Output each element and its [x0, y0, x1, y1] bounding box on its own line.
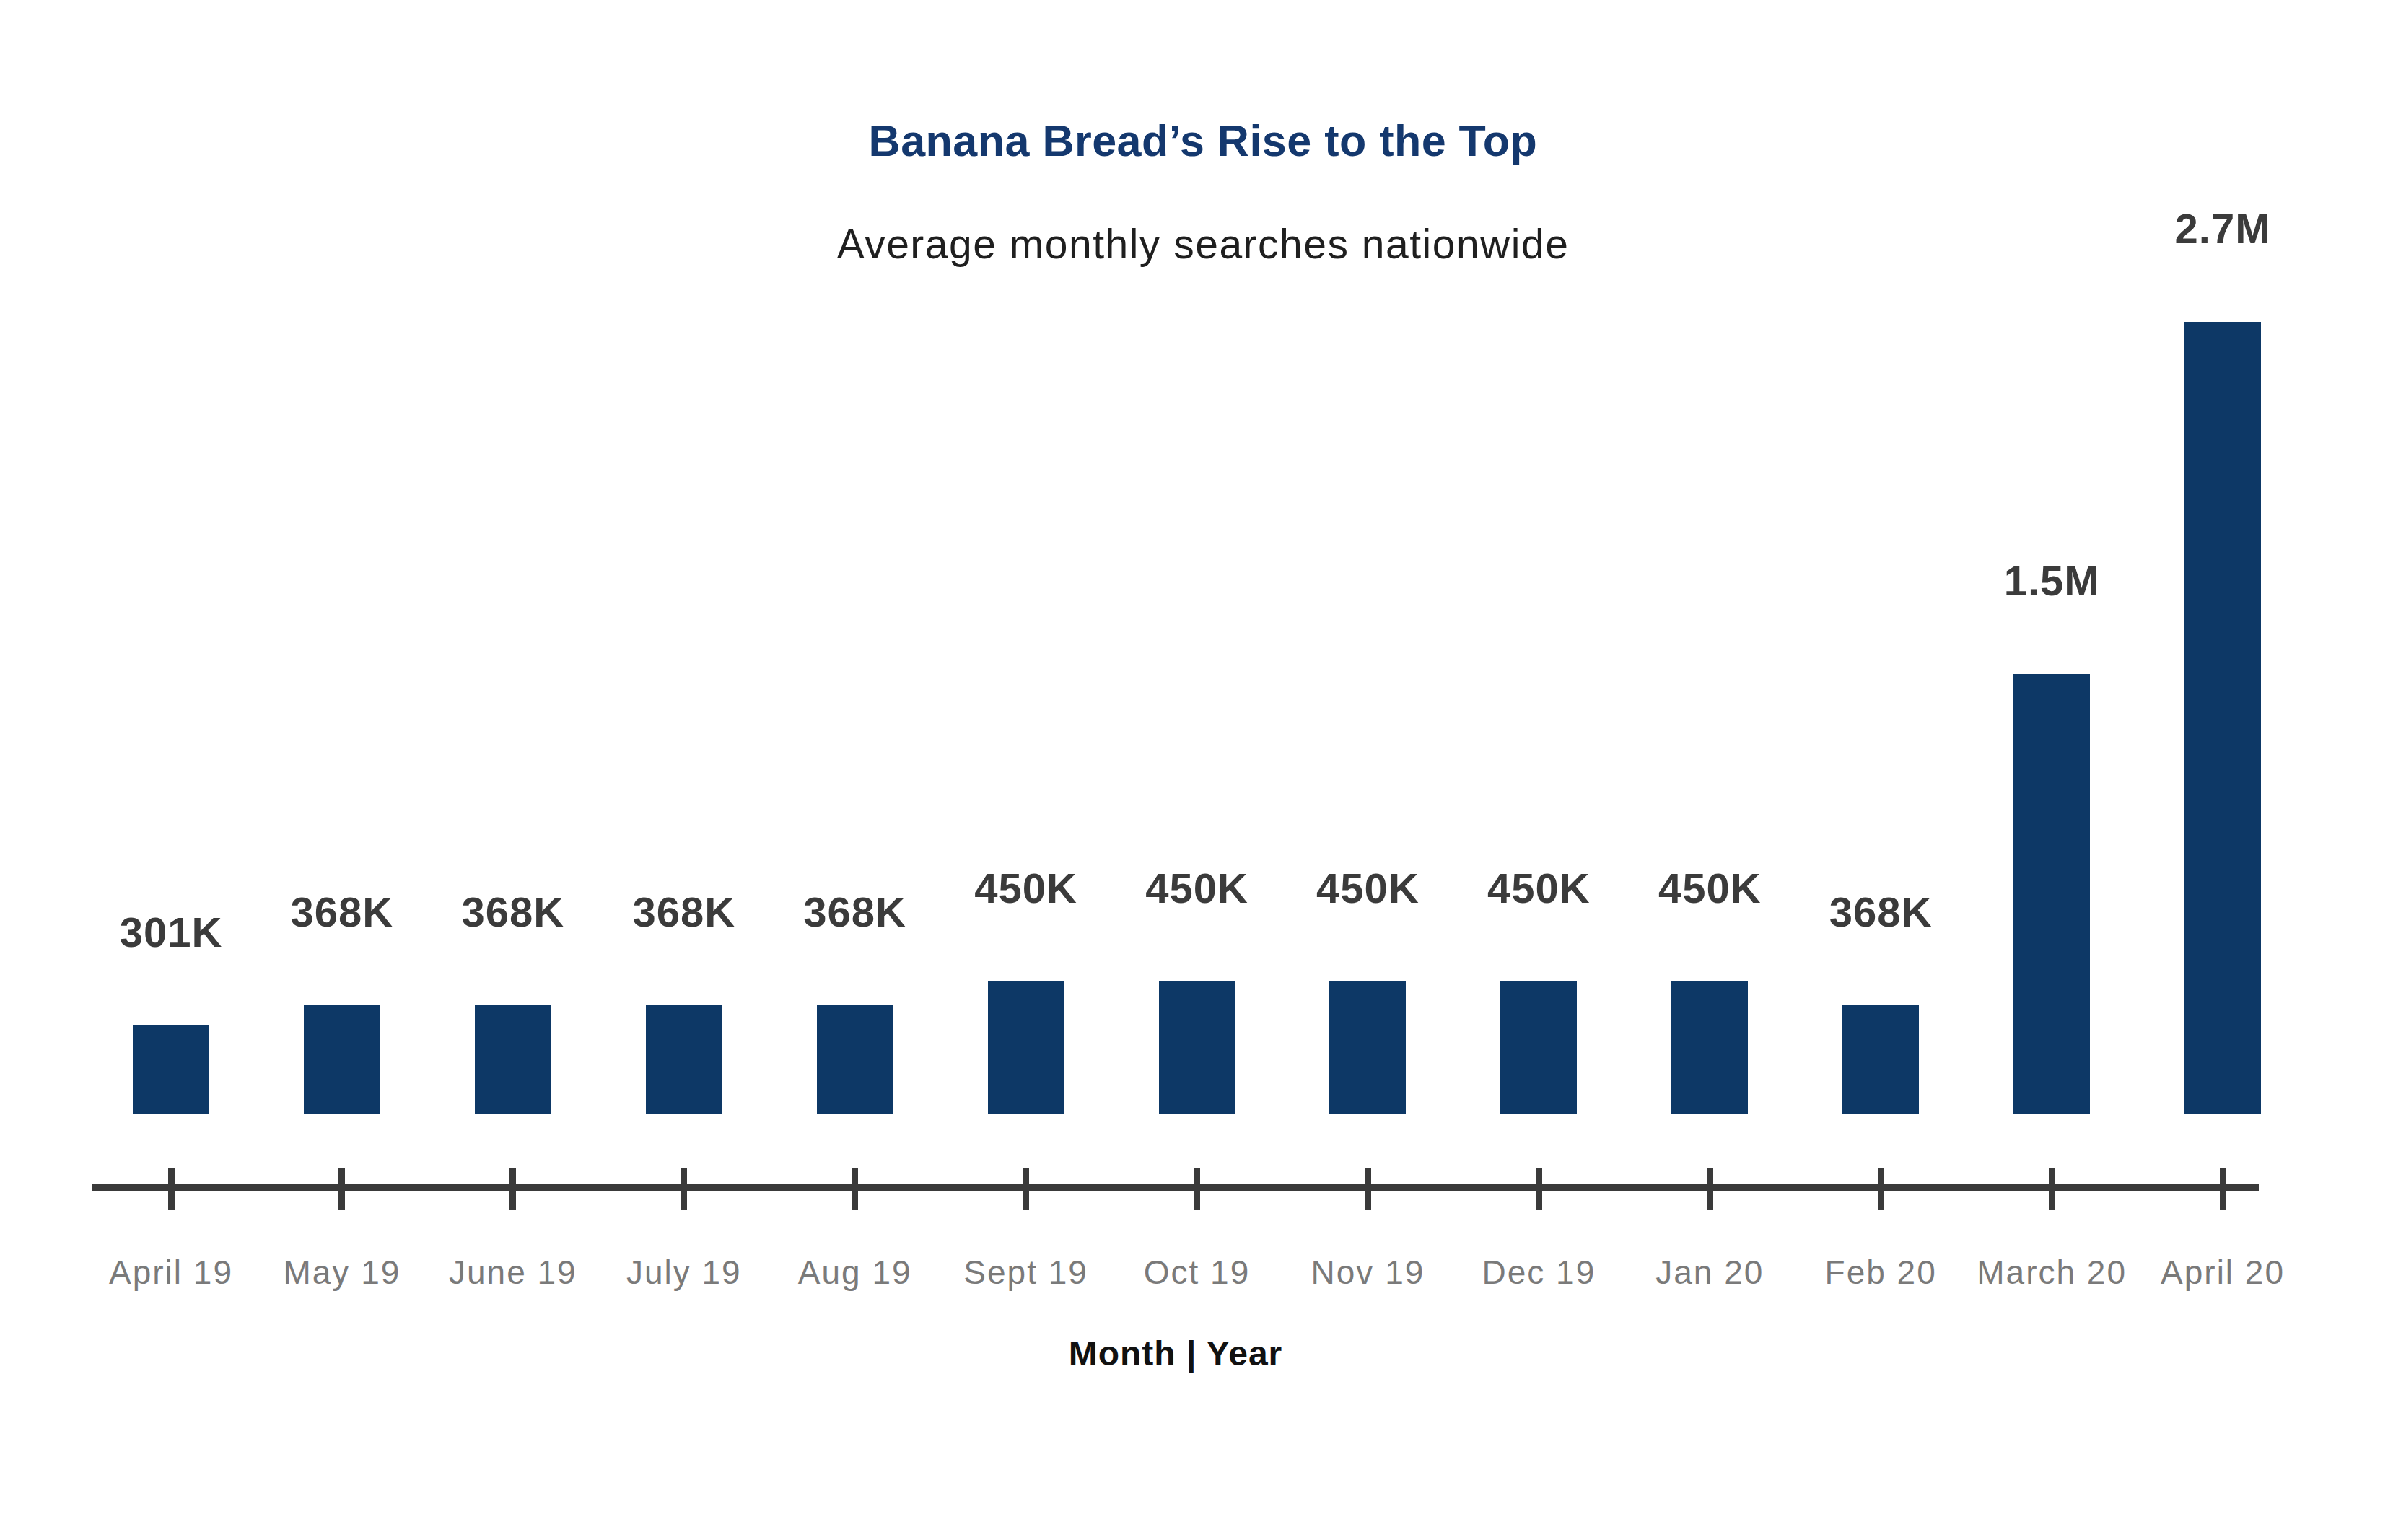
bar [988, 981, 1064, 1114]
x-axis-tick [681, 1168, 687, 1210]
x-axis-title: Month | Year [92, 1334, 2259, 1373]
bar [817, 1005, 893, 1114]
x-axis-tick [1365, 1168, 1371, 1210]
x-axis-tick [1536, 1168, 1542, 1210]
x-axis-tick-label: April 20 [2064, 1253, 2381, 1292]
infographic-page: Banana Bread’s Rise to the Top Average m… [0, 0, 2406, 1540]
x-axis-tick [852, 1168, 858, 1210]
x-axis-tick [2220, 1168, 2226, 1210]
x-axis-tick [1707, 1168, 1713, 1210]
bar [2013, 674, 2090, 1114]
bar [1842, 1005, 1919, 1114]
x-axis-tick [338, 1168, 345, 1210]
bar-value-label: 2.7M [2078, 208, 2367, 250]
bar [2184, 322, 2261, 1114]
bar [1500, 981, 1577, 1114]
bar [646, 1005, 722, 1114]
bar [304, 1005, 380, 1114]
x-axis-tick [509, 1168, 516, 1210]
x-axis-tick [2049, 1168, 2055, 1210]
x-axis-line [92, 1184, 2259, 1191]
x-axis-tick [1194, 1168, 1200, 1210]
bar [475, 1005, 551, 1114]
bar-value-label: 368K [1736, 891, 2025, 933]
bar [1159, 981, 1235, 1114]
bar [1329, 981, 1406, 1114]
bar-chart-plot-area: 301KApril 19368KMay 19368KJune 19368KJul… [0, 0, 2406, 1540]
bar [133, 1025, 209, 1114]
x-axis-tick [1878, 1168, 1884, 1210]
bar-value-label: 1.5M [1907, 560, 2196, 602]
x-axis-tick [168, 1168, 175, 1210]
x-axis-tick [1023, 1168, 1029, 1210]
bar [1671, 981, 1748, 1114]
